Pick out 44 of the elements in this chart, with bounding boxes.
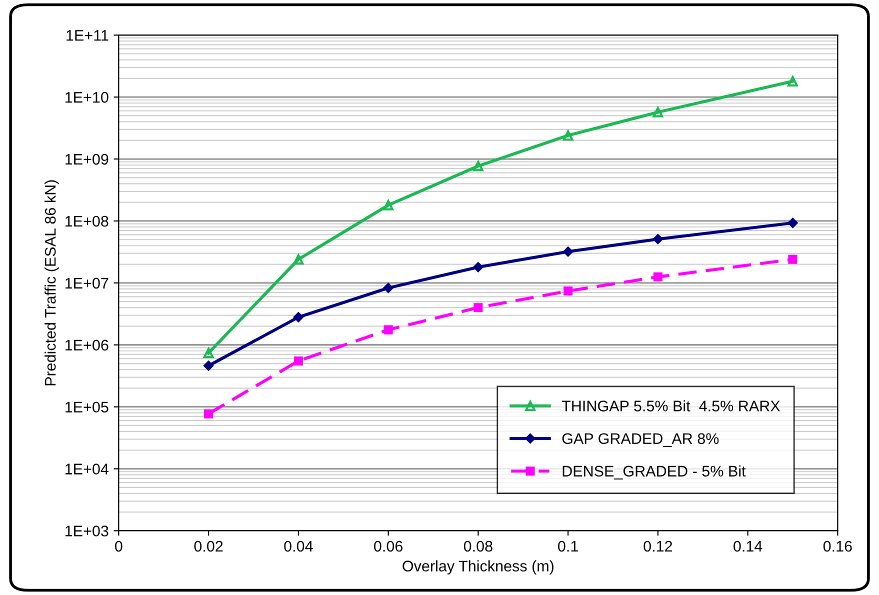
x-tick-label: 0.12 bbox=[644, 540, 672, 552]
x-axis-title: Overlay Thickness (m) bbox=[402, 560, 554, 574]
point bbox=[653, 272, 662, 282]
point bbox=[293, 312, 304, 322]
x-tick-label: 0.08 bbox=[464, 540, 492, 552]
point bbox=[384, 325, 393, 334]
x-tick-label: 0.06 bbox=[374, 540, 402, 552]
y-tick-label: 1E+06 bbox=[66, 340, 108, 351]
legend-label: GAP GRADED_AR 8% bbox=[562, 433, 719, 447]
point bbox=[652, 106, 664, 118]
legend-label: DENSE_GRADED - 5% Bit bbox=[562, 465, 746, 480]
point bbox=[383, 200, 394, 210]
x-tick-label: 0 bbox=[115, 540, 122, 552]
point bbox=[788, 76, 798, 86]
point bbox=[204, 409, 214, 418]
y-tick-label: 1E+04 bbox=[66, 464, 108, 474]
point bbox=[474, 303, 483, 312]
point bbox=[652, 234, 663, 244]
point bbox=[562, 130, 574, 141]
legend-label: THINGAP 5.5% Bit 4.5% RARX bbox=[562, 400, 780, 412]
x-tick-label: 0.14 bbox=[734, 540, 762, 552]
point bbox=[563, 246, 574, 257]
point bbox=[472, 160, 484, 172]
point bbox=[473, 262, 484, 272]
y-tick-label: 1E+03 bbox=[66, 526, 108, 536]
y-tick-label: 1E+09 bbox=[66, 154, 108, 165]
point bbox=[204, 360, 214, 371]
y-tick-label: 1E+07 bbox=[66, 278, 108, 289]
point bbox=[203, 348, 214, 358]
x-tick-label: 0.04 bbox=[284, 540, 313, 552]
x-tick-label: 0.1 bbox=[558, 540, 578, 552]
x-tick-label: 0.02 bbox=[194, 540, 223, 552]
point bbox=[788, 218, 798, 228]
x-tick-label: 0.16 bbox=[823, 540, 852, 552]
point bbox=[564, 286, 573, 296]
y-tick-label: 1E+08 bbox=[66, 216, 108, 227]
point bbox=[293, 254, 304, 265]
point bbox=[383, 282, 394, 293]
point bbox=[788, 254, 798, 264]
y-axis-title: Predicted Traffic (ESAL 86 kN) bbox=[44, 180, 59, 386]
y-tick-label: 1E+05 bbox=[66, 402, 108, 413]
y-tick-label: 1E+10 bbox=[66, 92, 108, 103]
point bbox=[294, 356, 303, 366]
y-tick-label: 1E+11 bbox=[66, 30, 108, 41]
